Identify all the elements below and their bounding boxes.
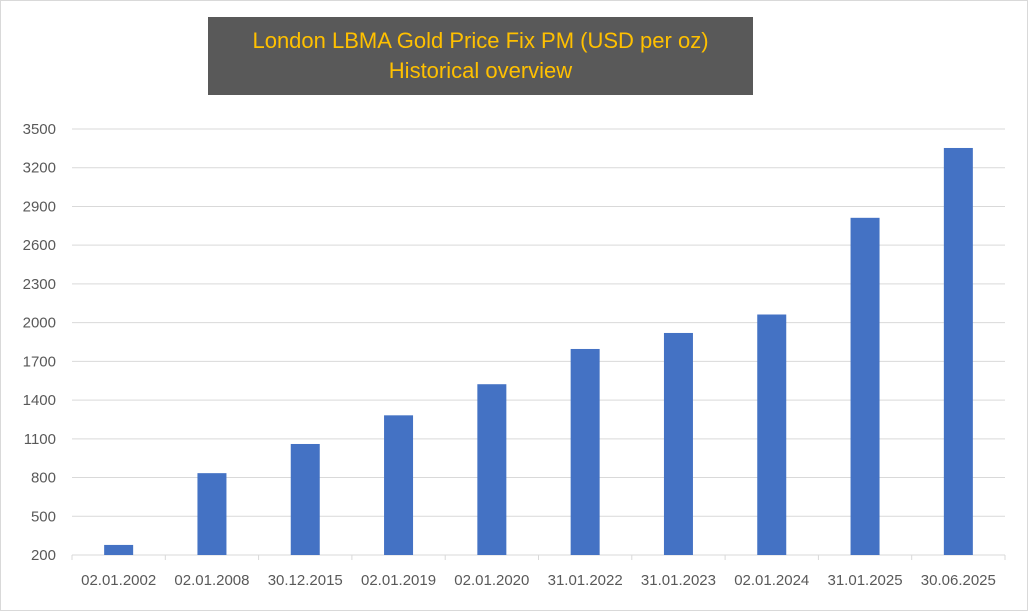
x-tick-label: 30.12.2015 <box>268 572 343 589</box>
x-tick-label: 02.01.2008 <box>174 572 249 589</box>
bar <box>197 473 227 555</box>
x-tick-label: 02.01.2019 <box>361 572 436 589</box>
x-tick-label: 31.01.2025 <box>828 572 903 589</box>
x-tick-label: 31.01.2022 <box>548 572 623 589</box>
bar <box>570 348 600 555</box>
bar <box>943 147 973 555</box>
y-tick-label: 3500 <box>23 121 56 138</box>
bar <box>477 384 507 555</box>
y-axis-ticks: 200 500 800 1100 1400 1700 2000 2300 2600 2900 320… <box>23 121 56 564</box>
x-tick-label: 02.01.2002 <box>81 572 156 589</box>
bar <box>290 443 320 555</box>
bar <box>757 314 787 555</box>
bars <box>104 147 973 555</box>
y-tick-label: 500 <box>31 508 56 525</box>
x-axis-ticks: 02.01.2002 02.01.2008 30.12.2015 02.01.2019… <box>71 555 1006 589</box>
y-tick-label: 1700 <box>23 353 56 370</box>
y-tick-label: 1400 <box>23 392 56 409</box>
bar <box>663 332 693 555</box>
chart-title: London LBMA Gold Price Fix PM (USD per o… <box>252 28 709 53</box>
y-tick-label: 2000 <box>23 315 56 332</box>
y-tick-label: 800 <box>31 470 56 487</box>
y-tick-label: 2900 <box>23 198 56 215</box>
y-tick-label: 1100 <box>24 431 56 448</box>
y-tick-label: 2600 <box>23 237 56 254</box>
chart-subtitle: Historical overview <box>388 58 573 83</box>
x-tick-label: 02.01.2024 <box>734 572 809 589</box>
x-tick-label: 31.01.2023 <box>641 572 716 589</box>
bar <box>104 544 134 555</box>
bar <box>850 217 880 555</box>
y-tick-label: 2300 <box>23 276 56 293</box>
x-tick-label: 30.06.2025 <box>921 572 996 589</box>
y-tick-label: 3200 <box>23 160 56 177</box>
bar <box>384 415 414 555</box>
x-tick-label: 02.01.2020 <box>454 572 529 589</box>
y-tick-label: 200 <box>31 547 56 564</box>
chart-title-box: London LBMA Gold Price Fix PM (USD per o… <box>208 17 753 95</box>
